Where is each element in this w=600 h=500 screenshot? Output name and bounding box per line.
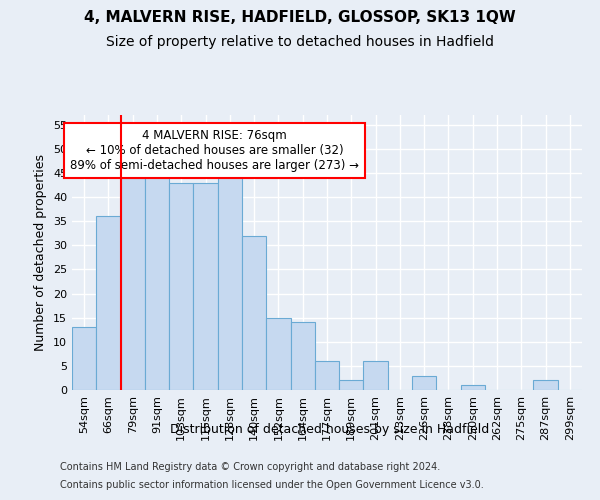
Y-axis label: Number of detached properties: Number of detached properties	[34, 154, 47, 351]
Bar	[364, 361, 388, 390]
Bar	[290, 322, 315, 390]
Text: Distribution of detached houses by size in Hadfield: Distribution of detached houses by size …	[170, 424, 490, 436]
Bar	[72, 328, 96, 390]
Text: Contains HM Land Registry data © Crown copyright and database right 2024.: Contains HM Land Registry data © Crown c…	[60, 462, 440, 472]
Bar	[533, 380, 558, 390]
Bar	[412, 376, 436, 390]
Bar	[242, 236, 266, 390]
Bar	[315, 361, 339, 390]
Bar	[339, 380, 364, 390]
Bar	[266, 318, 290, 390]
Text: 4, MALVERN RISE, HADFIELD, GLOSSOP, SK13 1QW: 4, MALVERN RISE, HADFIELD, GLOSSOP, SK13…	[84, 10, 516, 25]
Text: Contains public sector information licensed under the Open Government Licence v3: Contains public sector information licen…	[60, 480, 484, 490]
Text: Size of property relative to detached houses in Hadfield: Size of property relative to detached ho…	[106, 35, 494, 49]
Bar	[96, 216, 121, 390]
Bar	[121, 178, 145, 390]
Bar	[169, 182, 193, 390]
Bar	[461, 385, 485, 390]
Bar	[218, 173, 242, 390]
Text: 4 MALVERN RISE: 76sqm
← 10% of detached houses are smaller (32)
89% of semi-deta: 4 MALVERN RISE: 76sqm ← 10% of detached …	[70, 128, 359, 172]
Bar	[145, 168, 169, 390]
Bar	[193, 182, 218, 390]
